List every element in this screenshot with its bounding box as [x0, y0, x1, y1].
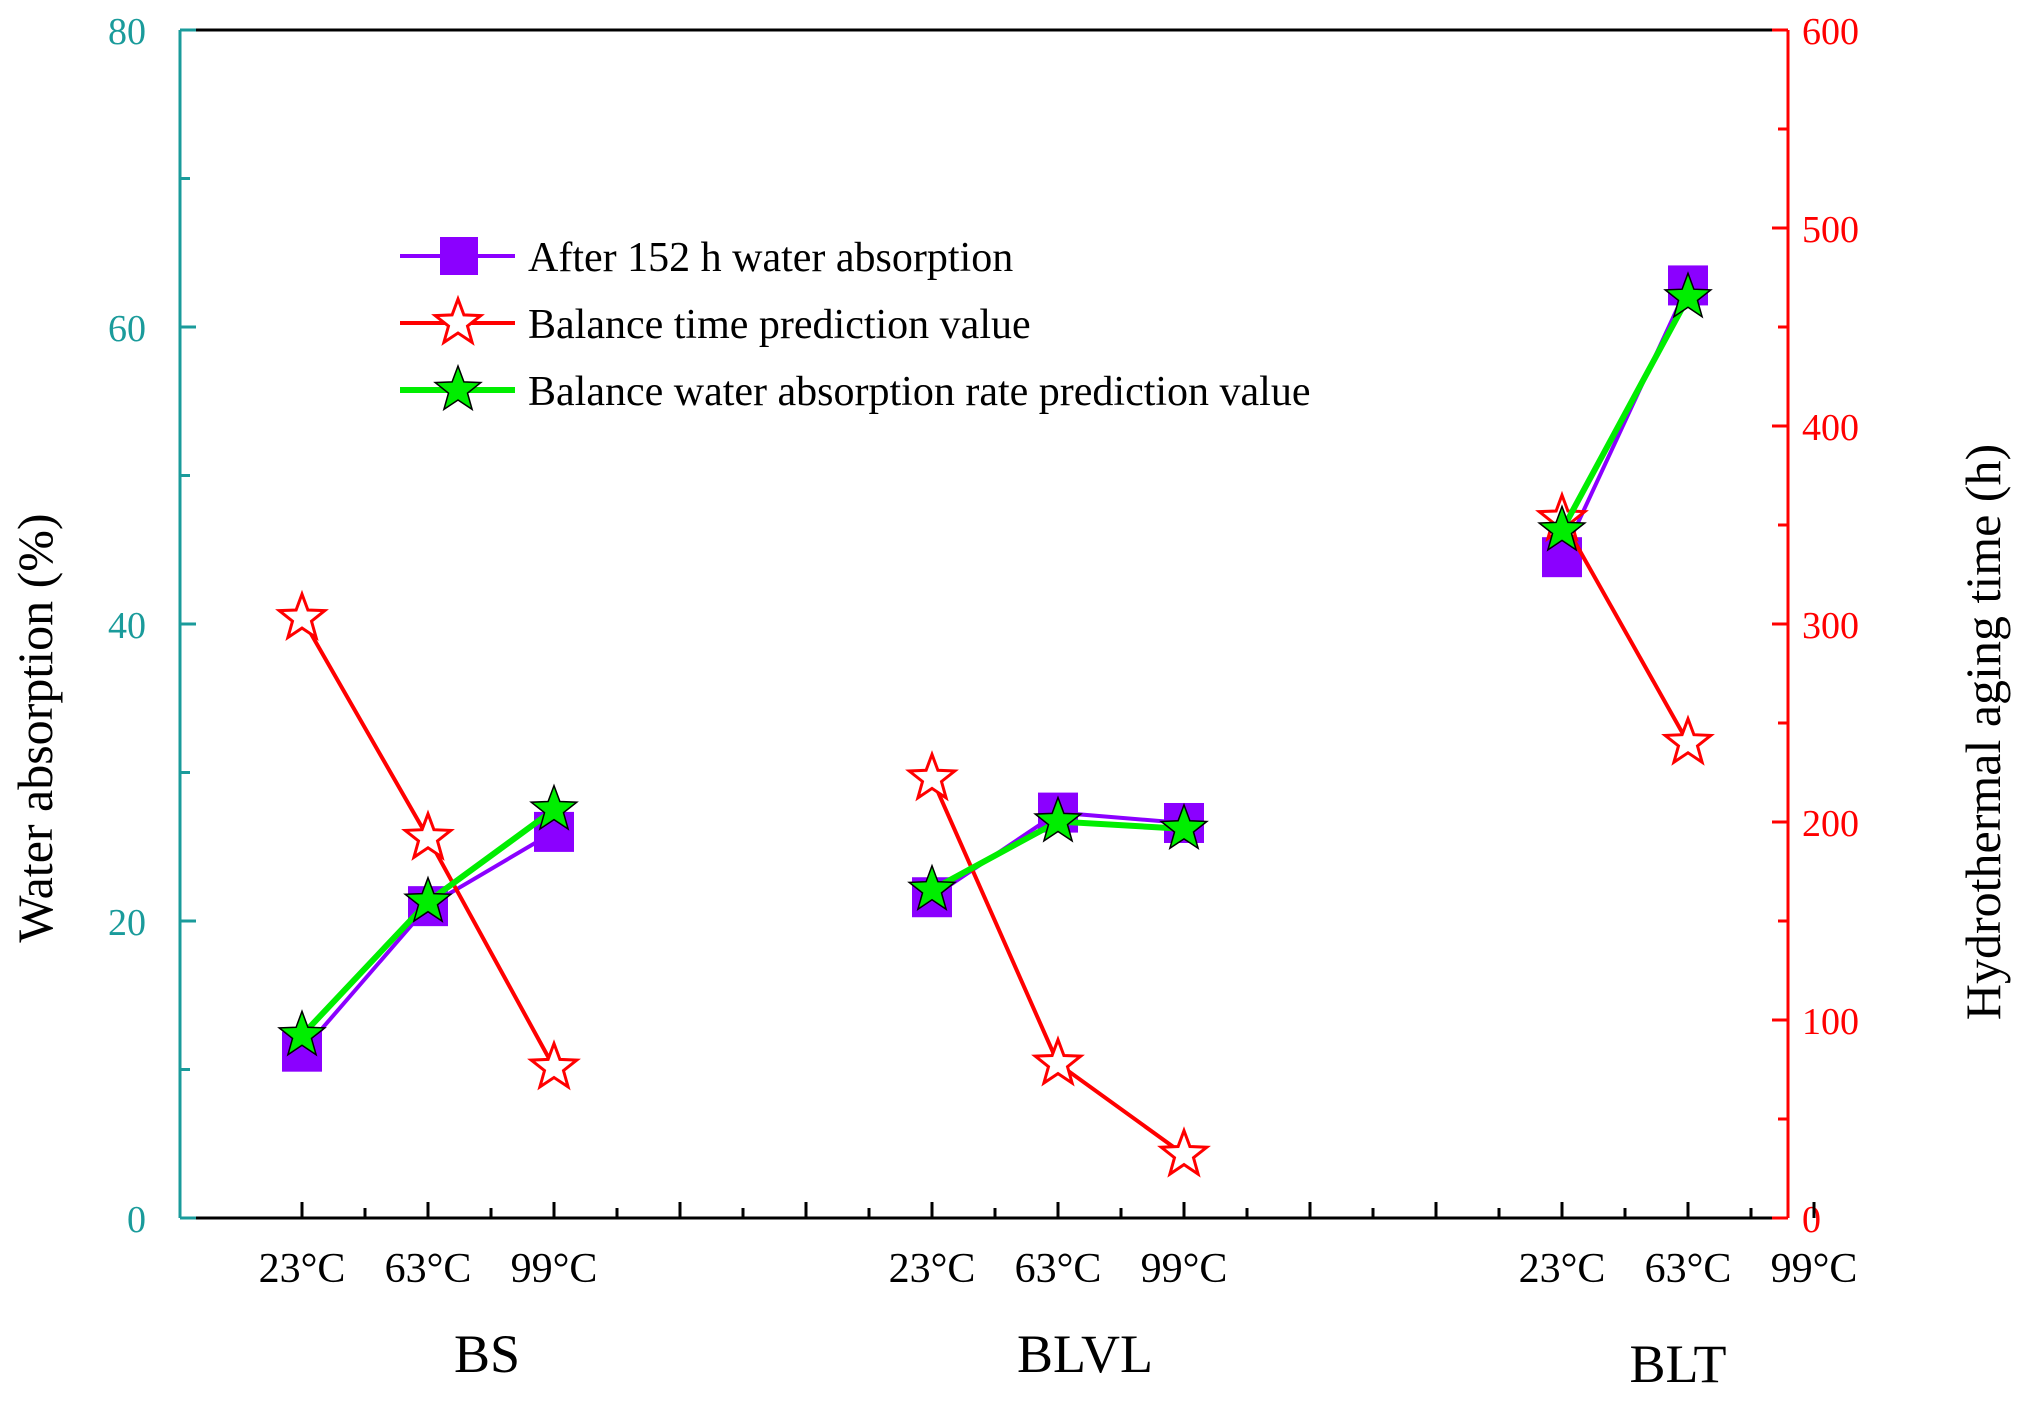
legend-entry-balance-rate: Balance water absorption rate prediction… [400, 363, 1311, 415]
series-line [1560, 518, 1690, 744]
data-point-filled-star [1663, 271, 1713, 319]
legend-open-star-shape [431, 294, 485, 346]
data-point-filled-star [529, 783, 579, 831]
series [275, 265, 1715, 1178]
left-tick-label: 60 [108, 308, 146, 350]
legend-square-marker [440, 237, 478, 275]
x-tick-label: 99°C [1771, 1246, 1858, 1292]
right-tick-label: 100 [1802, 1001, 1859, 1043]
data-point-filled-star [1033, 795, 1083, 843]
right-tick-label: 0 [1802, 1199, 1821, 1241]
x-tick-label: 99°C [511, 1246, 598, 1292]
right-tick-label: 500 [1802, 209, 1859, 251]
data-point-filled-star [1159, 802, 1209, 851]
x-tick-label: 23°C [259, 1246, 346, 1292]
legend-entry-balance-time: Balance time prediction value [400, 294, 1031, 348]
right-axis-label: Hydrothermal aging time (h) [1955, 444, 2011, 1020]
left-tick-label: 20 [108, 902, 146, 944]
legend-filled-star-marker [433, 363, 483, 412]
x-tick-label: 63°C [385, 1246, 472, 1292]
data-point-open-star [1157, 1126, 1211, 1178]
right-tick-label: 600 [1802, 11, 1859, 53]
data-point-open-star [275, 589, 329, 642]
right-tick-label: 300 [1802, 605, 1859, 647]
data-point-open-star [527, 1039, 581, 1091]
group-label-blvl: BLVL [1017, 1324, 1153, 1384]
data-point-open-star [401, 809, 455, 861]
x-tick-label: 63°C [1645, 1246, 1732, 1292]
data-point-filled-star [277, 1009, 327, 1057]
right-tick-label: 400 [1802, 407, 1859, 449]
legend-label-after-152h: After 152 h water absorption [528, 235, 1013, 281]
data-point-open-star [1661, 714, 1715, 766]
data-point-filled-star [403, 875, 453, 923]
group-label-blt: BLT [1629, 1334, 1726, 1394]
left-tick-label: 0 [127, 1199, 146, 1241]
data-point-open-star [1031, 1035, 1085, 1087]
x-tick-label: 23°C [889, 1246, 976, 1292]
x-tick-label: 23°C [1519, 1246, 1606, 1292]
legend-open-star-marker [431, 294, 485, 346]
left-tick-label: 40 [108, 605, 146, 647]
group-label-bs: BS [454, 1324, 520, 1384]
data-point-filled-star [907, 863, 957, 911]
legend-entry-after-152h: After 152 h water absorption [400, 235, 1013, 281]
left-tick-label: 80 [108, 11, 146, 53]
x-tick-label: 99°C [1141, 1246, 1228, 1292]
x-tick-label: 63°C [1015, 1246, 1102, 1292]
left-axis-label: Water absorption (%) [7, 513, 63, 942]
series-2 [277, 271, 1713, 1057]
legend-filled-star-shape [433, 363, 483, 412]
data-point-open-star [905, 750, 959, 802]
series-line [1559, 295, 1691, 532]
axes: 0 20 40 60 80 0 100 200 300 400 500 600 23°C 63°C 99°C… [108, 11, 1859, 1292]
legend-label-balance-time: Balance time prediction value [528, 302, 1031, 348]
right-tick-label: 200 [1802, 803, 1859, 845]
data-point-filled-star [1537, 504, 1587, 552]
legend-label-balance-rate: Balance water absorption rate prediction… [528, 369, 1311, 415]
legend: After 152 h water absorption Balance tim… [400, 235, 1311, 415]
